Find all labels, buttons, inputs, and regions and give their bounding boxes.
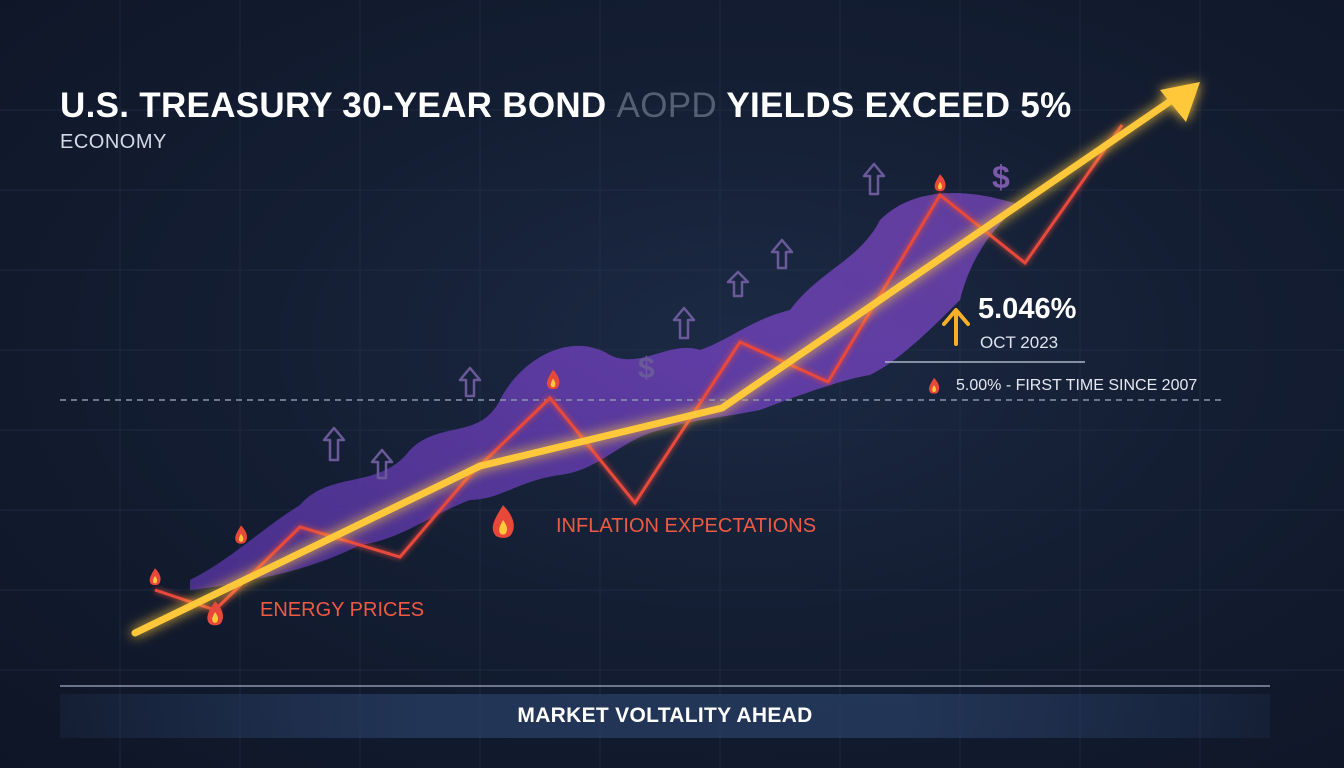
flame-icon — [207, 601, 223, 626]
flame-icon — [149, 568, 161, 586]
headline-title-main: U.S. TREASURY 30-YEAR BOND — [60, 86, 607, 125]
floating-up-arrows — [322, 162, 886, 480]
up-arrow-icon — [322, 426, 346, 462]
yield-value: 5.046% — [978, 293, 1077, 325]
flame-icons — [149, 174, 946, 626]
up-arrow-icon — [862, 162, 886, 196]
headline-title: U.S. TREASURY 30-YEAR BOND AOPD YIELDS E… — [60, 86, 1072, 126]
up-arrow-icon — [770, 238, 794, 270]
headline-title-faded: AOPD — [616, 86, 717, 125]
up-arrow-icon — [458, 366, 482, 398]
up-arrow-icon — [672, 306, 696, 340]
flame-icon — [929, 377, 940, 394]
bottom-banner: MARKET VOLTALITY AHEAD — [60, 694, 1270, 738]
dollar-icon: $ — [992, 159, 1010, 195]
threshold-label: 5.00% - FIRST TIME SINCE 2007 — [956, 377, 1198, 394]
headline-title-end: YIELDS EXCEED 5% — [726, 86, 1072, 125]
up-arrow-icon — [726, 270, 750, 298]
flame-icon — [492, 505, 514, 538]
flame-icon — [546, 369, 560, 390]
flame-icon — [235, 525, 247, 544]
yield-date: OCT 2023 — [980, 333, 1059, 352]
volatility-line — [154, 124, 1124, 612]
energy-label: ENERGY PRICES — [260, 599, 425, 621]
volatility-band — [190, 193, 1020, 590]
banner-text: MARKET VOLTALITY AHEAD — [517, 704, 813, 727]
trend-arrow — [131, 82, 1200, 637]
up-arrow-icon — [370, 448, 394, 480]
up-arrow-icon — [942, 308, 970, 346]
category-label: ECONOMY — [60, 131, 167, 153]
inflation-label: INFLATION EXPECTATIONS — [556, 515, 817, 537]
flame-icon — [934, 174, 946, 192]
dollar-icon: $ — [638, 352, 655, 385]
